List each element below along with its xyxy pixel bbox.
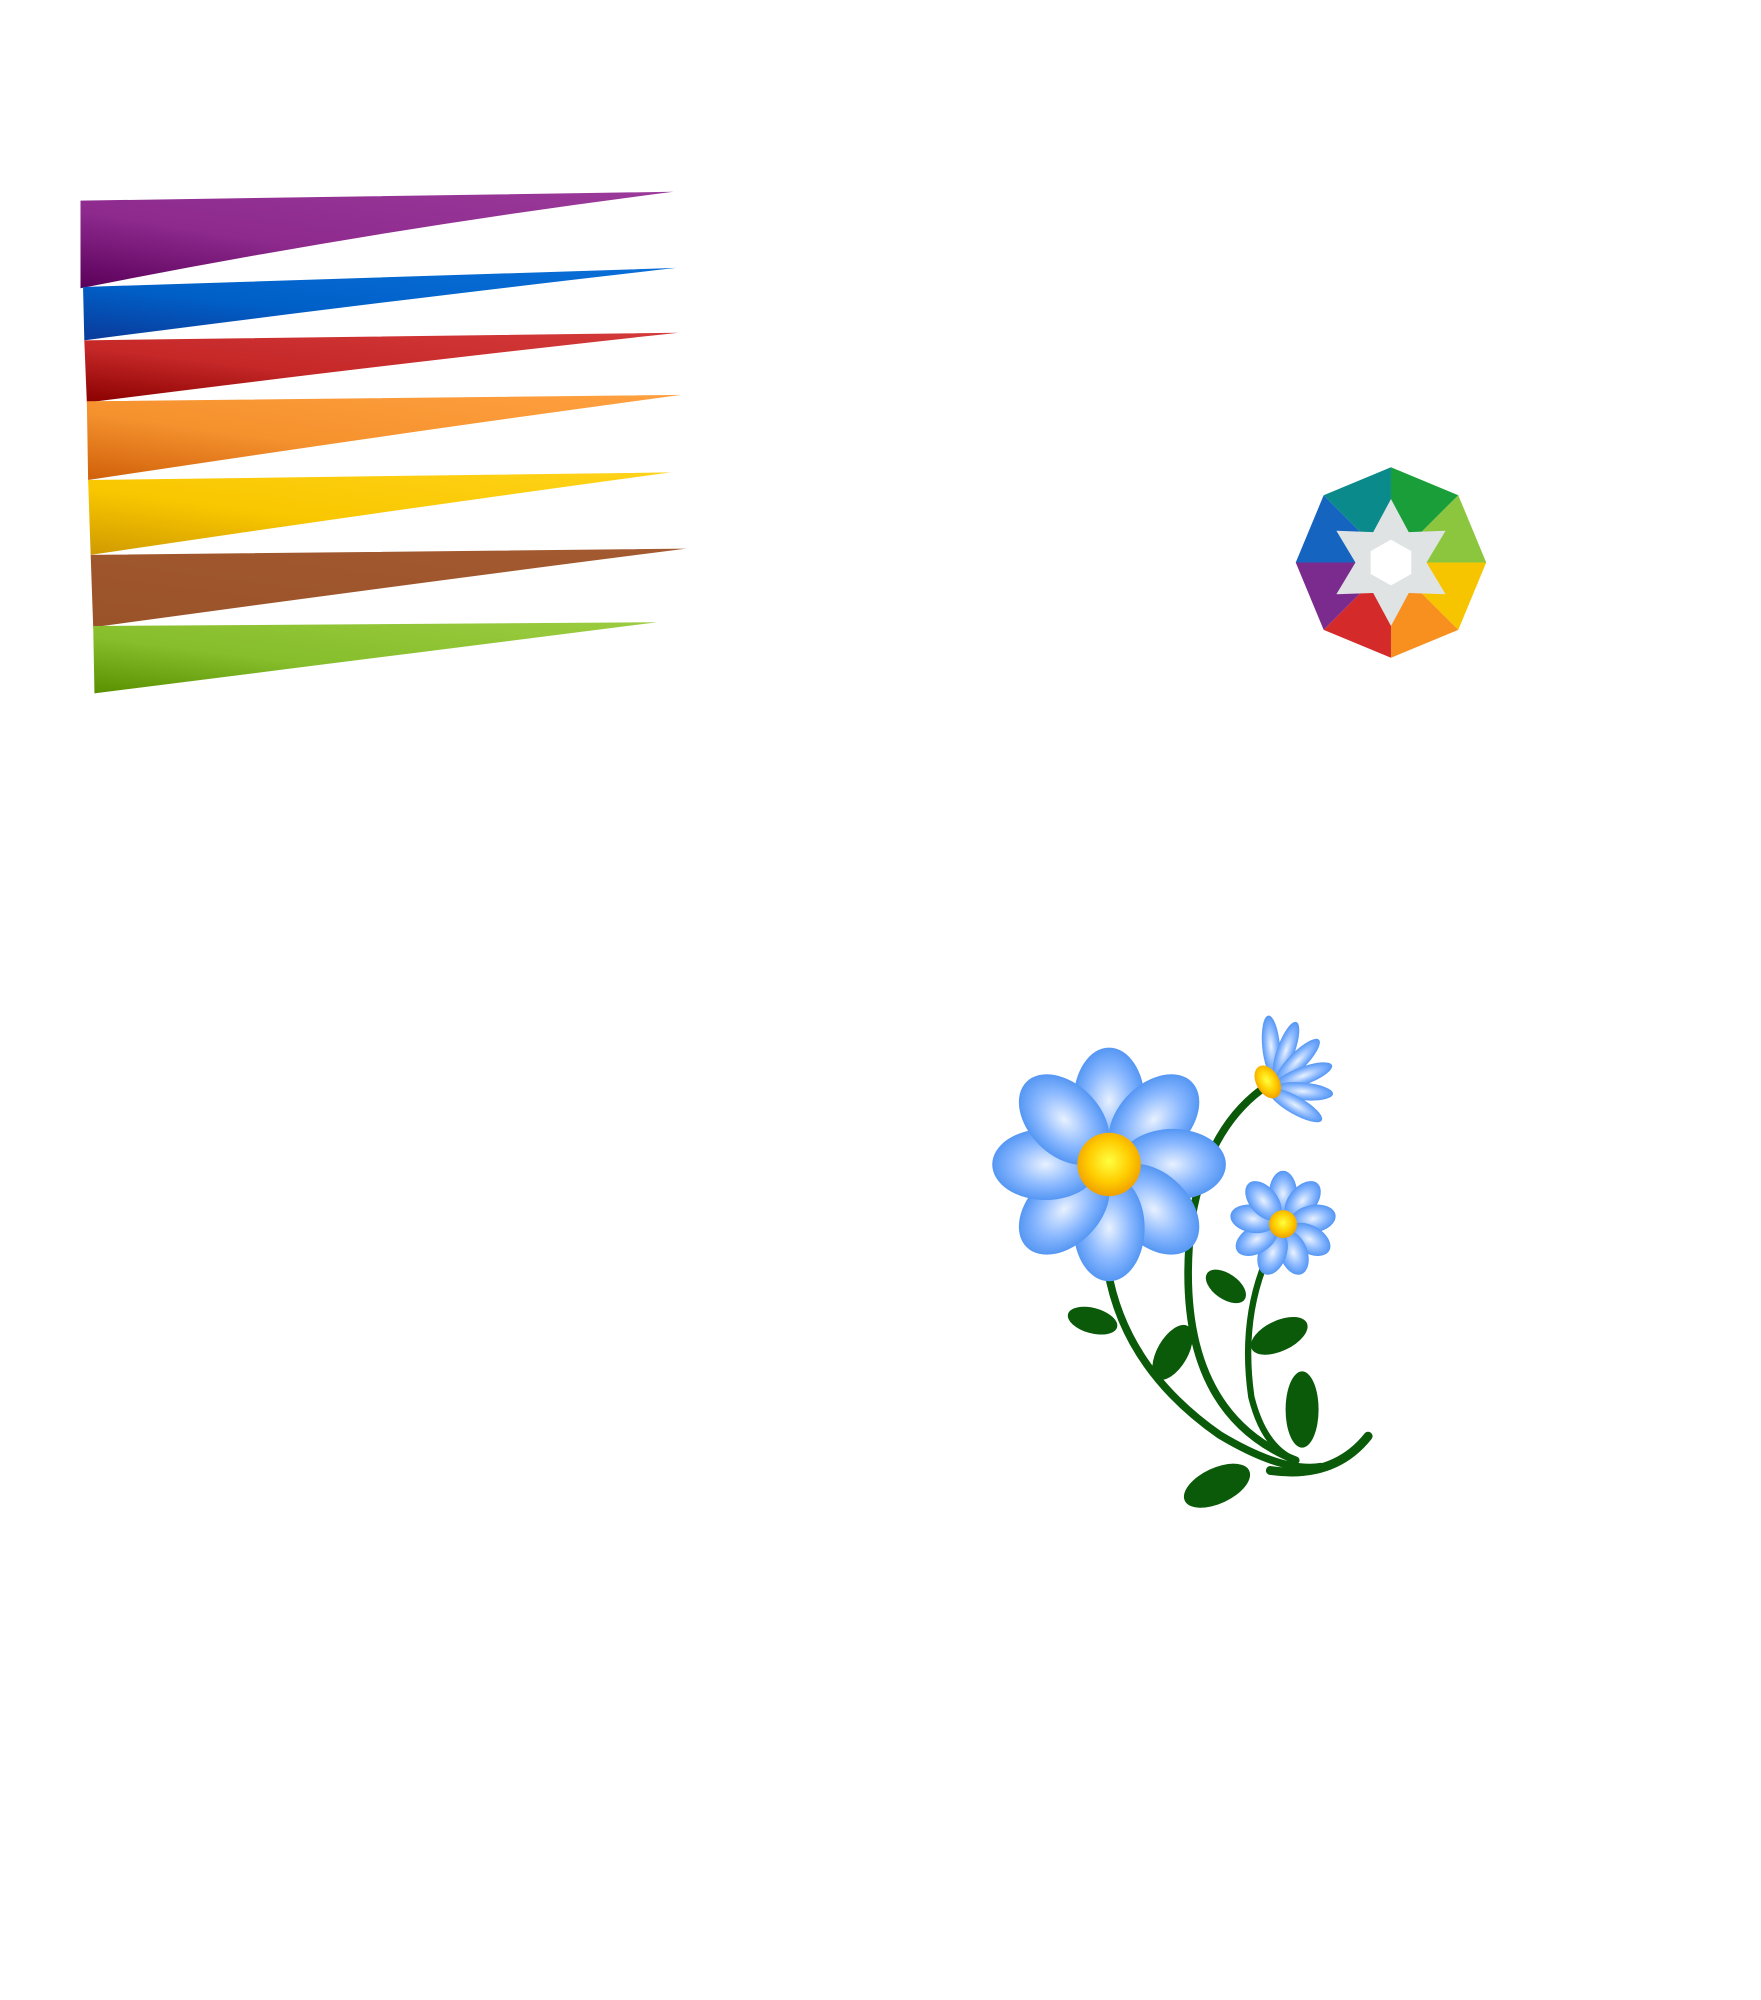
stripe-green [93, 622, 658, 694]
rainbow-stripes [80, 191, 687, 694]
leaf [1285, 1371, 1319, 1448]
stripe-orange [86, 394, 682, 480]
star-center [1370, 539, 1412, 586]
flower-center [1077, 1132, 1141, 1197]
petal [1245, 1181, 1282, 1221]
flower-center [1269, 1210, 1298, 1239]
small-flower [1230, 1170, 1336, 1275]
leaves [1067, 1218, 1319, 1508]
petal [1274, 1038, 1320, 1084]
leaf [1067, 1306, 1118, 1335]
bud-center [1254, 1065, 1282, 1099]
leaf [1205, 1269, 1246, 1304]
blue-flowers [992, 1015, 1373, 1508]
stem [1244, 1234, 1299, 1464]
stripe-yellow [88, 472, 671, 555]
flower-bud [1254, 1015, 1334, 1123]
petal [1268, 1088, 1323, 1123]
leaf [1250, 1316, 1308, 1355]
stripe-red [84, 332, 679, 403]
leaf [1183, 1463, 1251, 1508]
stripe-blue [83, 267, 677, 341]
octagon-star-emblem [1295, 467, 1487, 658]
stem [1265, 1431, 1373, 1477]
large-flower [992, 1047, 1226, 1282]
stripe-purple [80, 191, 674, 289]
petal [1272, 1021, 1300, 1080]
stripe-brown [90, 548, 687, 628]
leaf [1152, 1324, 1193, 1380]
stem [1184, 1085, 1300, 1465]
